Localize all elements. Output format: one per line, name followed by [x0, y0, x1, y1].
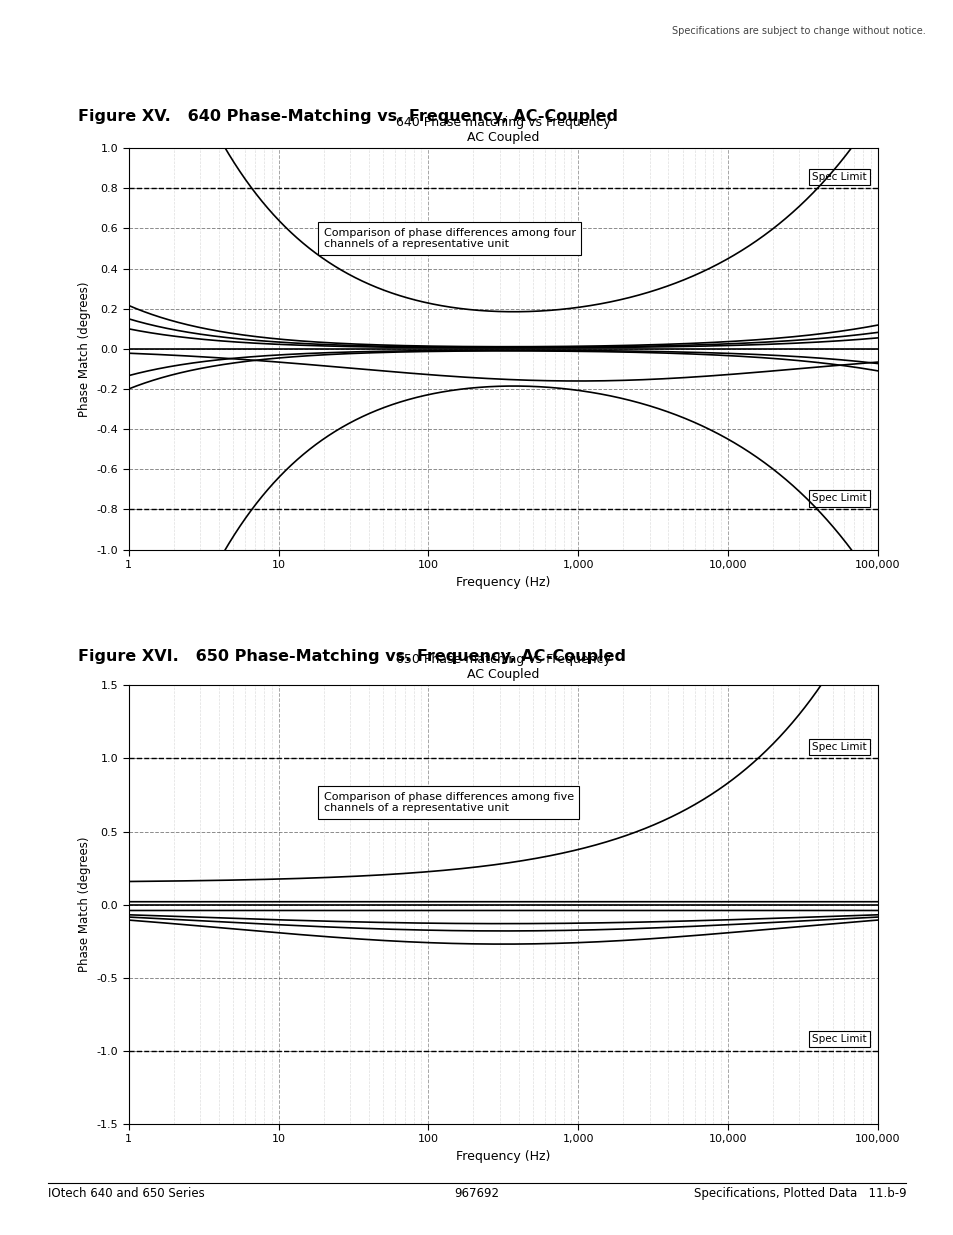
Text: Comparison of phase differences among five
channels of a representative unit: Comparison of phase differences among fi… — [323, 792, 573, 813]
Y-axis label: Phase Match (degrees): Phase Match (degrees) — [78, 837, 91, 972]
Y-axis label: Phase Match (degrees): Phase Match (degrees) — [78, 282, 91, 416]
Text: 967692: 967692 — [454, 1187, 499, 1200]
Text: Spec Limit: Spec Limit — [811, 494, 865, 504]
Text: Spec Limit: Spec Limit — [811, 1034, 865, 1045]
X-axis label: Frequency (Hz): Frequency (Hz) — [456, 576, 550, 589]
Text: IOtech 640 and 650 Series: IOtech 640 and 650 Series — [48, 1187, 204, 1200]
Text: Spec Limit: Spec Limit — [811, 173, 865, 183]
Text: Specifications are subject to change without notice.: Specifications are subject to change wit… — [671, 26, 924, 36]
Text: Spec Limit: Spec Limit — [811, 742, 865, 752]
Text: Figure XVI.   650 Phase-Matching vs. Frequency, AC-Coupled: Figure XVI. 650 Phase-Matching vs. Frequ… — [78, 650, 625, 664]
Text: Figure XV.   640 Phase-Matching vs. Frequency, AC-Coupled: Figure XV. 640 Phase-Matching vs. Freque… — [78, 109, 618, 124]
Title: 640 Phase matching vs Frequency
AC Coupled: 640 Phase matching vs Frequency AC Coupl… — [395, 116, 610, 144]
X-axis label: Frequency (Hz): Frequency (Hz) — [456, 1150, 550, 1163]
Text: Comparison of phase differences among four
channels of a representative unit: Comparison of phase differences among fo… — [323, 227, 575, 249]
Text: Specifications, Plotted Data   11.b-9: Specifications, Plotted Data 11.b-9 — [693, 1187, 905, 1200]
Title: 650 Phase matching vs Frequency
AC Coupled: 650 Phase matching vs Frequency AC Coupl… — [395, 653, 610, 682]
